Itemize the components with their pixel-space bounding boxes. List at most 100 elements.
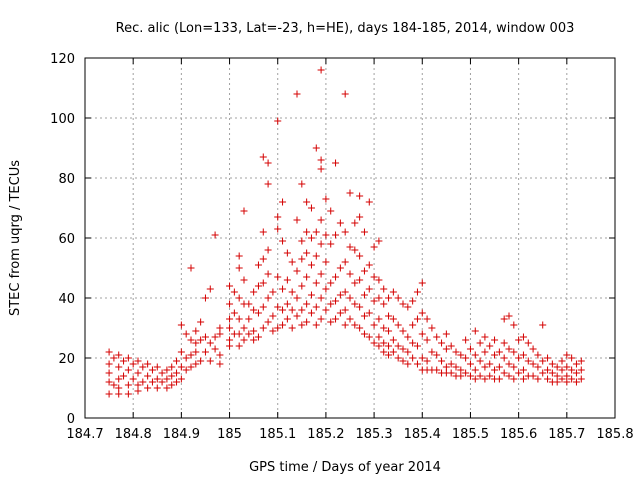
data-point bbox=[211, 231, 219, 239]
data-point bbox=[293, 267, 301, 275]
data-point bbox=[182, 330, 190, 338]
data-point bbox=[568, 366, 576, 374]
data-point bbox=[293, 294, 301, 302]
data-point bbox=[365, 285, 373, 293]
data-point bbox=[134, 387, 142, 395]
data-point bbox=[298, 306, 306, 314]
data-point bbox=[317, 216, 325, 224]
data-point bbox=[317, 66, 325, 74]
data-point bbox=[163, 384, 171, 392]
data-point bbox=[404, 348, 412, 356]
data-point bbox=[413, 288, 421, 296]
data-point bbox=[303, 318, 311, 326]
data-point bbox=[216, 360, 224, 368]
data-point bbox=[303, 228, 311, 236]
data-point bbox=[568, 354, 576, 362]
data-point bbox=[380, 300, 388, 308]
data-point bbox=[356, 252, 364, 260]
x-tick-label: 185 bbox=[217, 427, 242, 442]
data-point bbox=[312, 303, 320, 311]
data-point bbox=[418, 279, 426, 287]
data-point bbox=[442, 330, 450, 338]
data-point bbox=[529, 345, 537, 353]
data-point bbox=[115, 351, 123, 359]
data-point bbox=[134, 369, 142, 377]
data-point bbox=[332, 231, 340, 239]
data-point bbox=[466, 345, 474, 353]
data-point bbox=[413, 342, 421, 350]
data-point bbox=[197, 357, 205, 365]
data-point bbox=[259, 279, 267, 287]
x-tick-label: 185.1 bbox=[259, 427, 296, 442]
data-point bbox=[341, 321, 349, 329]
data-point bbox=[452, 363, 460, 371]
data-point bbox=[577, 375, 585, 383]
data-point bbox=[409, 339, 417, 347]
x-tick-label: 185.7 bbox=[548, 427, 585, 442]
data-point bbox=[307, 261, 315, 269]
data-point bbox=[500, 339, 508, 347]
data-point bbox=[327, 279, 335, 287]
data-point bbox=[404, 303, 412, 311]
data-point bbox=[563, 378, 571, 386]
data-point bbox=[192, 327, 200, 335]
data-point bbox=[519, 333, 527, 341]
data-point bbox=[288, 258, 296, 266]
data-point bbox=[226, 315, 234, 323]
data-point bbox=[519, 375, 527, 383]
data-point bbox=[428, 348, 436, 356]
data-point bbox=[303, 300, 311, 308]
data-point bbox=[148, 378, 156, 386]
data-point bbox=[341, 258, 349, 266]
data-point bbox=[192, 339, 200, 347]
data-point bbox=[144, 384, 152, 392]
data-point bbox=[365, 198, 373, 206]
data-point bbox=[563, 351, 571, 359]
data-point bbox=[380, 348, 388, 356]
data-point bbox=[423, 336, 431, 344]
data-point bbox=[235, 252, 243, 260]
data-point bbox=[346, 189, 354, 197]
data-point bbox=[312, 321, 320, 329]
data-point bbox=[418, 309, 426, 317]
data-point bbox=[380, 339, 388, 347]
data-point bbox=[365, 309, 373, 317]
data-point bbox=[322, 195, 330, 203]
data-point bbox=[120, 372, 128, 380]
data-point bbox=[144, 360, 152, 368]
data-point bbox=[226, 336, 234, 344]
data-point bbox=[317, 315, 325, 323]
data-point bbox=[572, 369, 580, 377]
data-point bbox=[491, 336, 499, 344]
data-point bbox=[380, 324, 388, 332]
data-point bbox=[317, 156, 325, 164]
data-point bbox=[201, 348, 209, 356]
data-point bbox=[322, 231, 330, 239]
data-point bbox=[481, 333, 489, 341]
data-point bbox=[544, 354, 552, 362]
data-point bbox=[269, 327, 277, 335]
data-point bbox=[216, 330, 224, 338]
data-point bbox=[375, 342, 383, 350]
data-point bbox=[105, 390, 113, 398]
data-point bbox=[399, 327, 407, 335]
y-tick-label: 120 bbox=[50, 52, 75, 67]
data-point bbox=[447, 369, 455, 377]
data-point bbox=[177, 363, 185, 371]
data-point bbox=[312, 252, 320, 260]
data-point bbox=[495, 363, 503, 371]
data-point bbox=[216, 324, 224, 332]
data-point bbox=[457, 351, 465, 359]
data-point bbox=[259, 153, 267, 161]
data-point bbox=[539, 357, 547, 365]
data-point bbox=[274, 213, 282, 221]
data-point bbox=[235, 330, 243, 338]
data-point bbox=[148, 366, 156, 374]
data-point bbox=[173, 369, 181, 377]
data-point bbox=[307, 234, 315, 242]
data-point bbox=[505, 372, 513, 380]
data-point bbox=[124, 390, 132, 398]
x-tick-label: 184.9 bbox=[163, 427, 200, 442]
data-point bbox=[418, 330, 426, 338]
data-point bbox=[544, 366, 552, 374]
